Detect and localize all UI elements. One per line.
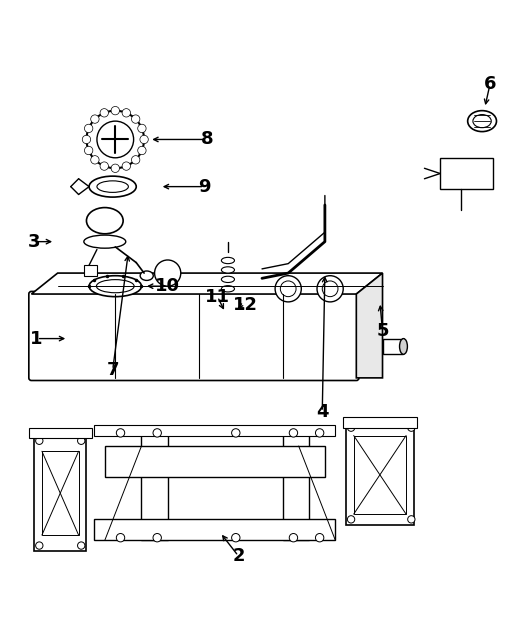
Circle shape [116, 428, 125, 437]
Circle shape [138, 124, 146, 133]
Bar [84, 265, 97, 276]
Circle shape [100, 162, 108, 170]
Circle shape [36, 437, 43, 444]
Ellipse shape [467, 111, 497, 132]
Circle shape [347, 516, 355, 523]
Circle shape [97, 121, 134, 158]
Bar [34, 435, 86, 551]
Circle shape [82, 135, 91, 144]
Bar [141, 430, 168, 541]
Ellipse shape [399, 338, 408, 354]
Bar [440, 158, 493, 189]
Circle shape [78, 542, 85, 549]
Circle shape [408, 516, 415, 523]
Ellipse shape [84, 235, 126, 248]
Circle shape [153, 534, 161, 542]
Ellipse shape [473, 115, 492, 128]
Circle shape [100, 108, 108, 117]
Circle shape [122, 108, 130, 117]
Bar [383, 338, 403, 354]
Text: 4: 4 [316, 403, 329, 421]
Text: 10: 10 [155, 277, 180, 295]
Ellipse shape [140, 271, 154, 280]
Ellipse shape [221, 285, 235, 292]
Ellipse shape [221, 266, 235, 273]
Circle shape [317, 276, 343, 302]
Ellipse shape [97, 181, 128, 192]
Circle shape [122, 162, 130, 170]
Text: 11: 11 [205, 288, 230, 306]
Ellipse shape [221, 276, 235, 282]
Circle shape [78, 437, 85, 444]
Circle shape [91, 156, 99, 164]
Bar [105, 446, 325, 478]
Circle shape [132, 115, 140, 123]
Text: 8: 8 [201, 130, 213, 149]
Bar [94, 425, 335, 435]
Circle shape [86, 111, 144, 168]
Circle shape [289, 428, 298, 437]
Bar [343, 417, 417, 428]
Circle shape [315, 534, 324, 542]
Ellipse shape [221, 258, 235, 263]
Circle shape [315, 428, 324, 437]
Circle shape [280, 281, 296, 297]
Circle shape [408, 424, 415, 432]
Circle shape [91, 115, 99, 123]
Text: 9: 9 [198, 178, 211, 196]
Circle shape [153, 428, 161, 437]
Ellipse shape [96, 280, 134, 293]
Ellipse shape [89, 276, 141, 297]
Circle shape [116, 534, 125, 542]
Circle shape [36, 542, 43, 549]
Polygon shape [31, 273, 383, 294]
Circle shape [322, 281, 338, 297]
Bar [42, 451, 79, 535]
Text: 12: 12 [233, 295, 258, 314]
Circle shape [138, 146, 146, 155]
Ellipse shape [89, 176, 136, 197]
Circle shape [347, 424, 355, 432]
Text: 3: 3 [28, 232, 40, 251]
Text: 7: 7 [106, 361, 119, 379]
Circle shape [132, 156, 140, 164]
Circle shape [140, 135, 148, 144]
Circle shape [155, 260, 181, 286]
Circle shape [232, 428, 240, 437]
Bar [346, 425, 414, 525]
FancyBboxPatch shape [29, 292, 359, 381]
Circle shape [84, 124, 93, 133]
Circle shape [111, 106, 119, 115]
Circle shape [289, 534, 298, 542]
Circle shape [84, 146, 93, 155]
Polygon shape [356, 273, 383, 378]
Circle shape [232, 534, 240, 542]
Bar [29, 428, 92, 438]
Bar [94, 519, 335, 541]
Text: 5: 5 [376, 322, 389, 340]
Text: 2: 2 [232, 547, 245, 565]
Ellipse shape [86, 207, 123, 234]
Text: 1: 1 [30, 329, 43, 348]
Circle shape [275, 276, 301, 302]
Bar [283, 430, 309, 541]
Bar [354, 435, 406, 514]
Circle shape [111, 164, 119, 173]
Text: 6: 6 [484, 76, 496, 93]
